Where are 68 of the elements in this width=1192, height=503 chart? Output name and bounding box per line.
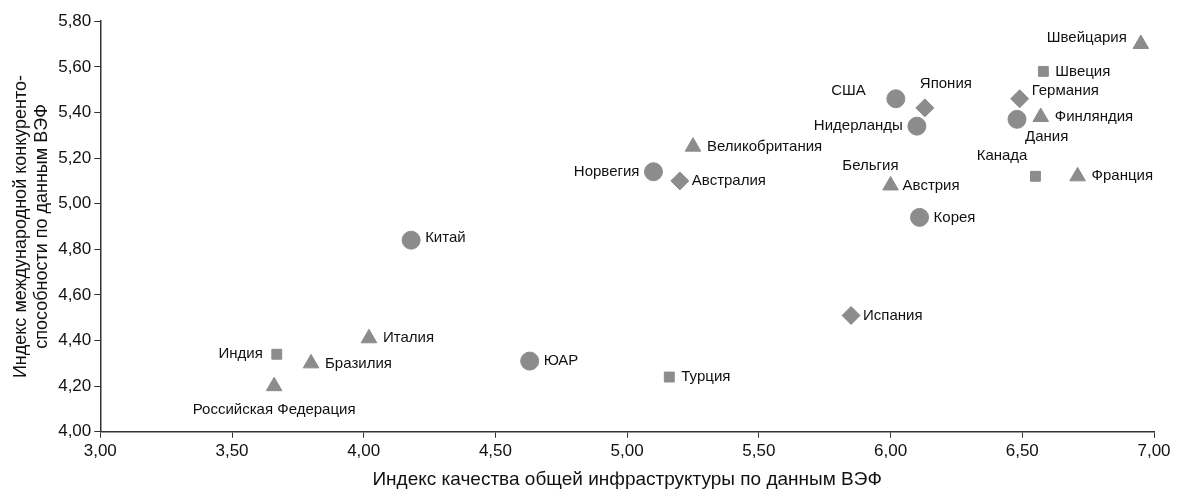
point	[1069, 166, 1086, 182]
y-tick-label: 5,40	[58, 102, 92, 122]
point	[643, 162, 663, 182]
x-axis-title: Индекс качества общей инфраструктуры по данным ВЭФ	[372, 467, 882, 489]
x-tick-label: 5,50	[742, 440, 776, 460]
point	[360, 328, 378, 344]
annotation: Великобритания	[707, 136, 823, 154]
point	[886, 89, 906, 109]
point	[1010, 89, 1030, 109]
annotation: Австралия	[691, 171, 766, 189]
annotation: Италия	[382, 328, 435, 346]
annotation: США	[831, 80, 866, 98]
point	[1007, 109, 1027, 129]
point	[907, 116, 927, 136]
x-tick-label: 4,00	[347, 440, 381, 460]
point	[1032, 107, 1050, 123]
point	[271, 348, 283, 360]
point	[520, 351, 540, 371]
x-tick-label: 5,00	[610, 440, 644, 460]
annotation: Дания	[1025, 127, 1069, 145]
x-tick-label: 6,50	[1005, 440, 1039, 460]
annotation: Индия	[218, 344, 263, 362]
annotation: ЮАР	[543, 351, 579, 369]
annotation: Япония	[919, 74, 972, 92]
annotation: Германия	[1031, 80, 1099, 98]
point	[1030, 170, 1041, 182]
annotation: Корея	[933, 207, 976, 225]
annotation: Китай	[425, 228, 466, 246]
point	[670, 171, 690, 191]
y-tick-label: 4,40	[58, 330, 92, 350]
annotation: Швеция	[1055, 61, 1111, 79]
annotation: Финляндия	[1054, 107, 1134, 125]
annotation: Бельгия	[842, 155, 899, 173]
point	[910, 207, 930, 227]
y-tick-label: 4,00	[58, 421, 92, 441]
annotation: Франция	[1091, 166, 1154, 184]
x-tick-label: 3,50	[215, 440, 249, 460]
point	[265, 376, 283, 392]
annotation: Канада	[976, 146, 1029, 164]
point	[1132, 34, 1150, 50]
y-tick-label: 4,20	[58, 375, 92, 395]
point	[684, 137, 702, 152]
y-tick-label: 5,60	[58, 56, 92, 76]
annotation: Австрия	[902, 175, 960, 193]
annotation: Швейцария	[1046, 28, 1127, 46]
y-axis-title: Индекс международной конкуренто- способности по данным ВЭФ	[9, 74, 52, 379]
point	[663, 371, 675, 383]
y-tick-label: 5,00	[58, 193, 92, 213]
point	[302, 353, 320, 369]
point	[915, 98, 935, 118]
y-tick-label: 5,80	[58, 10, 92, 30]
annotation: Испания	[863, 305, 923, 323]
point	[882, 175, 899, 191]
y-tick-label: 4,60	[58, 284, 92, 304]
x-tick-label: 4,50	[478, 440, 512, 460]
point	[401, 230, 421, 250]
annotation: Турция	[681, 367, 731, 385]
annotation: Норвегия	[573, 161, 640, 179]
point	[841, 305, 861, 325]
y-tick-label: 4,80	[58, 239, 92, 258]
annotation: Бразилия	[325, 353, 392, 371]
x-tick-label: 6,00	[874, 440, 908, 460]
y-tick-label: 5,20	[58, 147, 92, 167]
annotation: Российская Федерация	[192, 400, 356, 418]
point	[1037, 65, 1049, 77]
annotation: Нидерланды	[813, 116, 903, 134]
x-tick-label: 7,00	[1137, 440, 1171, 460]
x-tick-label: 3,00	[83, 440, 117, 460]
